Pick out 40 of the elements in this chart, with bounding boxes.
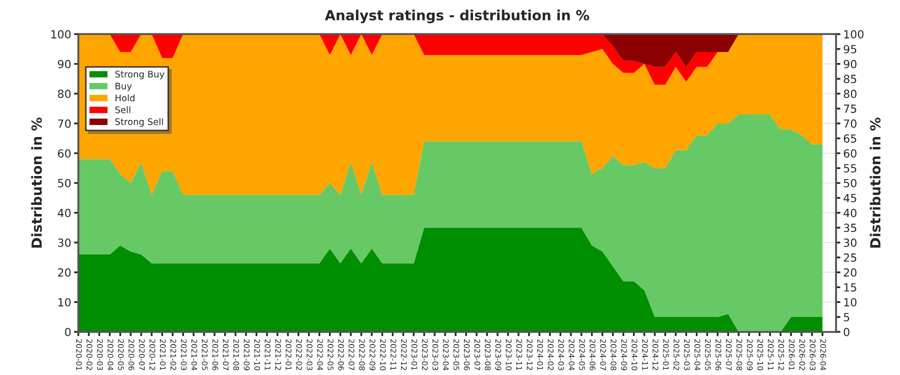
y2-tick-label: 45 — [844, 194, 856, 202]
y2-tick-label: 25 — [844, 253, 856, 262]
y2-tick-label: 10 — [844, 298, 856, 306]
y2-tick-label: 95 — [844, 44, 856, 54]
y2-tick-label: 80 — [844, 90, 856, 98]
y-tick-label: 80 — [58, 90, 71, 98]
y2-tick-label: 85 — [844, 74, 856, 84]
series-label: Hold — [116, 94, 134, 102]
legend-label: Buy — [116, 82, 132, 92]
y-tick-label: 0 — [65, 328, 71, 336]
y2-tick-label: 35 — [844, 224, 856, 232]
y2-tick-label: 20 — [844, 268, 856, 277]
y2-tick-label: 75 — [844, 104, 856, 113]
y-tick-label: 30 — [58, 238, 71, 247]
y2-tick-label: 55 — [844, 164, 856, 172]
y-tick-label: 10 — [58, 298, 71, 306]
y-axis-title: Distribution in % — [31, 118, 42, 248]
y2-tick-label: 40 — [844, 208, 856, 218]
y2-tick-label: 5 — [844, 313, 850, 322]
y2-tick-label: 15 — [844, 283, 856, 292]
y2-tick-label: 60 — [844, 149, 856, 158]
y2-tick-label: 100 — [844, 30, 864, 39]
y-tick-label: 70 — [58, 119, 71, 128]
y2-tick-label: 70 — [844, 119, 856, 128]
y2-tick-label: 0 — [844, 328, 850, 336]
y-tick-label: 50 — [58, 178, 71, 188]
y-tick-label: 60 — [58, 149, 71, 158]
series-label: Sell — [115, 106, 130, 114]
y-tick-label: 90 — [58, 60, 71, 68]
y2-tick-label: 50 — [844, 178, 856, 188]
chart-title: Analyst ratings - distribution in % — [324, 10, 590, 24]
y2-tick-label: 90 — [844, 60, 856, 68]
y2-tick-label: 65 — [844, 134, 856, 143]
y-tick-label: 100 — [51, 30, 71, 39]
y-tick-label: 40 — [58, 208, 71, 218]
y2-axis-title: Distribution in % — [870, 118, 881, 248]
legend-label: Strong Buy — [115, 70, 164, 80]
y-tick-label: 20 — [58, 268, 71, 277]
series-label: Strong Sell — [115, 118, 163, 127]
y2-tick-label: 30 — [844, 238, 856, 247]
